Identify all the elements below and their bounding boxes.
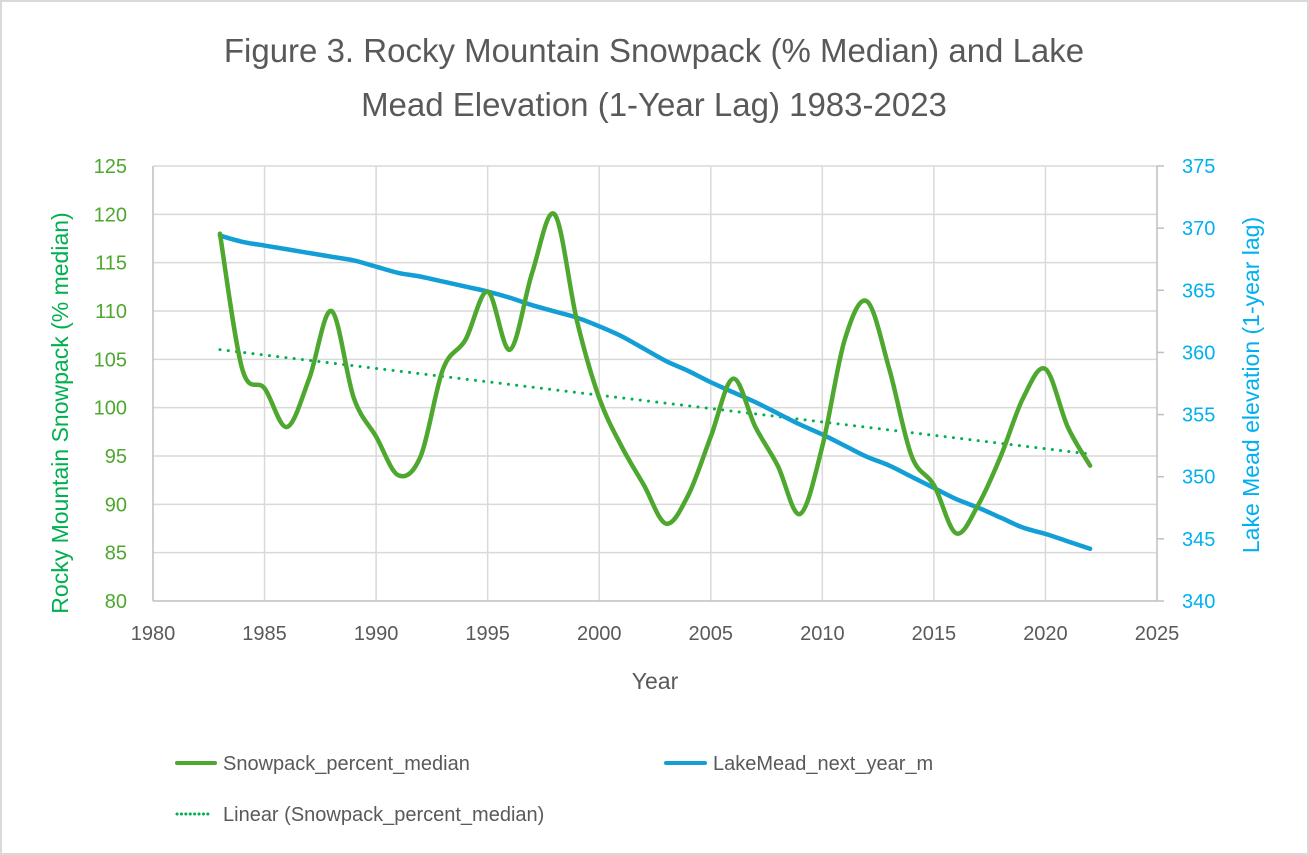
series-trendline (218, 348, 1092, 456)
y-right-tick-label: 355 (1182, 405, 1215, 427)
series-lakemead-line (217, 233, 1093, 552)
x-tick-label: 1985 (242, 623, 287, 645)
y-right-tick-label: 360 (1182, 342, 1215, 364)
chart-title: Figure 3. Rocky Mountain Snowpack (% Med… (224, 32, 1084, 123)
legend-label-snowpack: Snowpack_percent_median (223, 753, 470, 775)
legend-label-lakemead: LakeMead_next_year_m (713, 753, 933, 775)
y-right-axis-title: Lake Mead elevation (1-year lag) (1238, 217, 1264, 553)
y-right-tick-label: 370 (1182, 218, 1215, 240)
y-left-tick-label: 80 (105, 591, 127, 613)
y-left-tick-label: 95 (105, 446, 127, 468)
x-tick-label: 2000 (577, 623, 622, 645)
gridlines (153, 165, 1157, 601)
axes (152, 165, 1164, 602)
y-left-tick-label: 90 (105, 494, 127, 516)
y-left-tick-label: 120 (94, 204, 127, 226)
y-left-tick-label: 125 (94, 156, 127, 178)
chart-title-line-2: Mead Elevation (1-Year Lag) 1983-2023 (361, 86, 947, 123)
y-left-tick-label: 105 (94, 349, 127, 371)
x-tick-label: 1990 (354, 623, 399, 645)
y-left-tick-label: 110 (95, 301, 127, 323)
legend-item-snowpack[interactable]: Snowpack_percent_median (175, 753, 470, 775)
y-right-tick-label: 345 (1182, 529, 1215, 551)
y-right-axis-ticks: 340 345 350 355 360 365 370 375 (1182, 156, 1215, 613)
y-right-tick-label: 365 (1182, 280, 1215, 302)
legend: Snowpack_percent_median LakeMead_next_ye… (175, 753, 933, 826)
y-left-tick-label: 115 (95, 253, 127, 275)
x-tick-label: 1980 (131, 623, 176, 645)
y-left-axis-title: Rocky Mountain Snowpack (% median) (47, 212, 73, 613)
y-right-tick-label: 375 (1182, 156, 1215, 178)
chart-title-line-1: Figure 3. Rocky Mountain Snowpack (% Med… (224, 32, 1084, 69)
legend-label-trendline: Linear (Snowpack_percent_median) (223, 804, 544, 826)
y-left-tick-label: 100 (94, 398, 127, 420)
x-tick-label: 2025 (1135, 623, 1180, 645)
y-right-tick-label: 340 (1182, 591, 1215, 613)
x-tick-label: 2020 (1023, 623, 1068, 645)
legend-item-trendline[interactable]: Linear (Snowpack_percent_median) (175, 804, 544, 826)
legend-item-lakemead[interactable]: LakeMead_next_year_m (664, 753, 933, 775)
y-left-tick-label: 85 (105, 543, 127, 565)
x-tick-label: 2015 (912, 623, 957, 645)
x-tick-label: 1995 (465, 623, 510, 645)
x-axis-title: Year (632, 668, 679, 694)
x-tick-label: 2005 (689, 623, 734, 645)
y-right-tick-label: 350 (1182, 467, 1215, 489)
x-tick-label: 2010 (800, 623, 845, 645)
series (217, 211, 1093, 552)
series-snowpack-line (217, 211, 1093, 536)
y-left-axis-ticks: 80 85 90 95 100 105 110 115 120 125 (94, 156, 127, 613)
x-axis-ticks: 1980 1985 1990 1995 2000 2005 2010 2015 2020 2025 (131, 623, 1180, 645)
